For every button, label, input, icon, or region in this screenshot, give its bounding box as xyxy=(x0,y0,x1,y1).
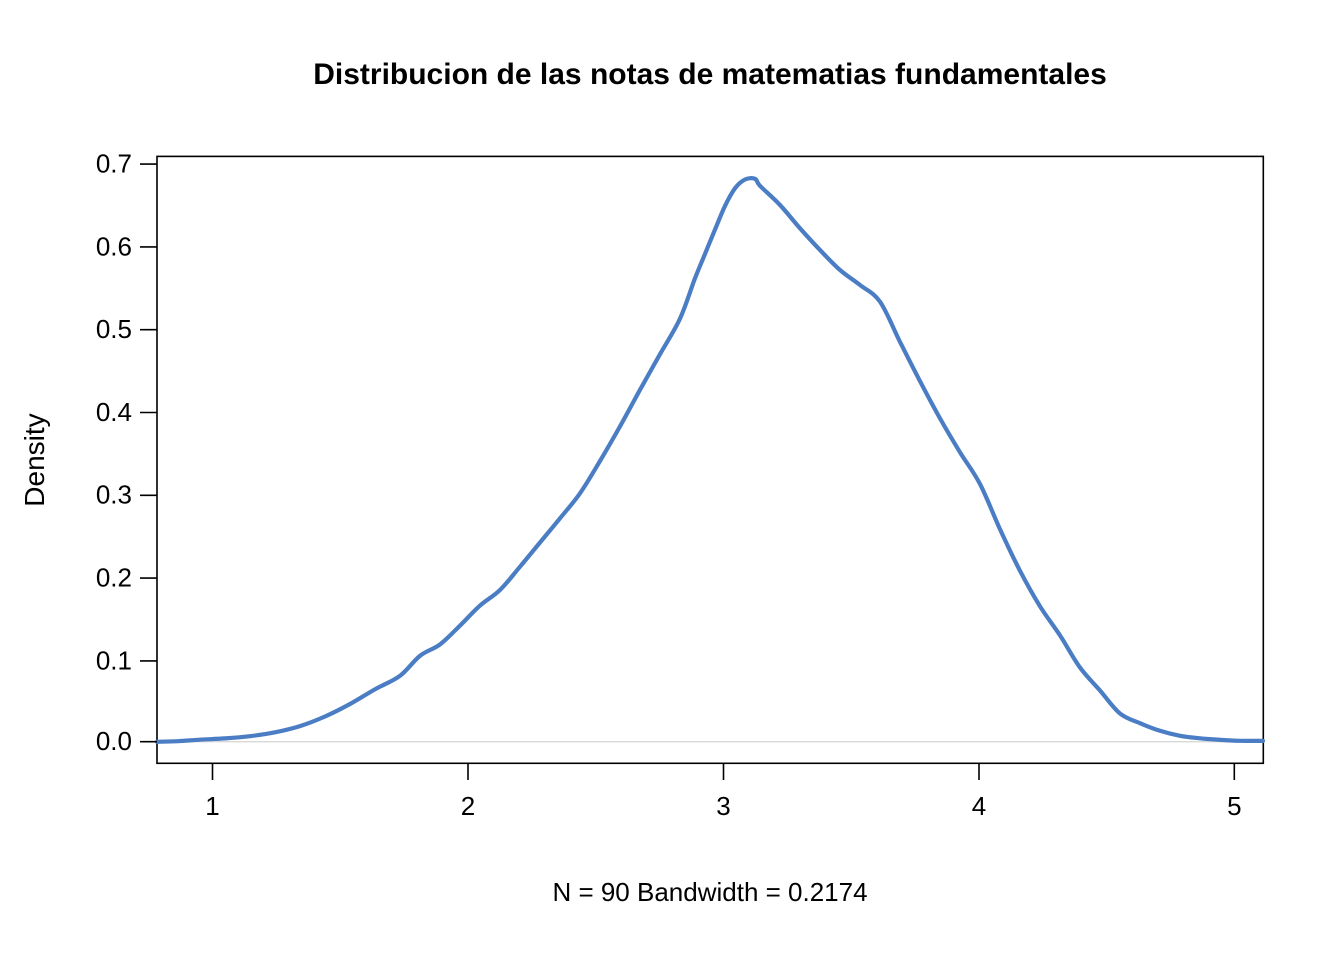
svg-text:4: 4 xyxy=(972,791,986,821)
svg-text:0.7: 0.7 xyxy=(96,149,132,179)
svg-text:0.5: 0.5 xyxy=(96,314,132,344)
svg-text:0.0: 0.0 xyxy=(96,726,132,756)
svg-text:3: 3 xyxy=(716,791,730,821)
svg-text:Density: Density xyxy=(19,413,50,506)
svg-text:Distribucion de las notas de m: Distribucion de las notas de matematias … xyxy=(313,58,1107,91)
svg-text:N = 90 Bandwidth = 0.2174: N = 90 Bandwidth = 0.2174 xyxy=(552,877,867,907)
svg-text:0.1: 0.1 xyxy=(96,645,132,675)
svg-text:0.3: 0.3 xyxy=(96,480,132,510)
svg-text:0.4: 0.4 xyxy=(96,397,132,427)
svg-text:0.2: 0.2 xyxy=(96,563,132,593)
svg-text:5: 5 xyxy=(1227,791,1241,821)
svg-text:2: 2 xyxy=(461,791,475,821)
svg-text:0.6: 0.6 xyxy=(96,231,132,261)
svg-text:1: 1 xyxy=(205,791,219,821)
